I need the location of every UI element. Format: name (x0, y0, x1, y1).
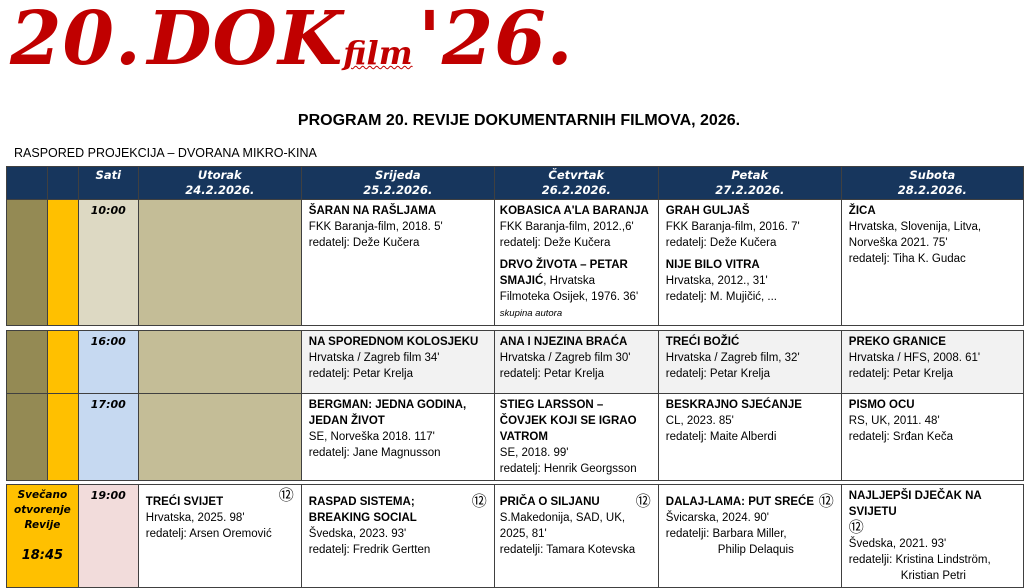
header-wednesday: Srijeda 25.2.2026. (300, 166, 495, 200)
screening-cell: NA SPOREDNOM KOLOSJEKU Hrvatska / Zagreb … (300, 330, 495, 394)
screening-cell: ANA I NJEZINA BRAĆA Hrvatska / Zagreb fil… (493, 330, 659, 394)
logo-film: film (343, 34, 413, 72)
screening-cell: ⑫ RASPAD SISTEMA; BREAKING SOCIAL Švedska,… (300, 484, 495, 588)
table-row: 10:00 ŠARAN NA RAŠLJAMA FKK Baranja-film,… (6, 199, 1024, 326)
table-row: 17:00 BERGMAN: JEDNA GODINA, JEDAN ŽIVOT… (6, 393, 1024, 481)
schedule-table: Sati Utorak 24.2.2026. Srijeda 25.2.2026. … (6, 166, 1024, 588)
screening-cell: ⑫ TREĆI SVIJET Hrvatska, 2025. 98' redatelj… (137, 484, 302, 588)
header-sati: Sati (77, 166, 139, 200)
screening-cell: ŽICA Hrvatska, Slovenija, Litva, Norveška… (840, 199, 1024, 326)
logo-year: '26. (418, 0, 574, 82)
time-slot: 17:00 (77, 393, 139, 481)
time-slot: 16:00 (77, 330, 139, 394)
logo-dok: DOK (147, 0, 344, 82)
table-row: Svečano otvorenje Revije 18:45 19:00 ⑫ TREĆI… (6, 484, 1024, 588)
logo-number: 20. (10, 0, 142, 82)
header-saturday: Subota 28.2.2026. (840, 166, 1024, 200)
screening-cell: ŠARAN NA RAŠLJAMA FKK Baranja-film, 2018.… (300, 199, 495, 326)
screening-cell: TREĆI BOŽIĆ Hrvatska / Zagreb film, 32' re… (657, 330, 842, 394)
screening-cell: GRAH GULJAŠ FKK Baranja-film, 2016. 7' red… (657, 199, 842, 326)
time-slot: 10:00 (77, 199, 139, 326)
header-friday: Petak 27.2.2026. (657, 166, 842, 200)
page-title: PROGRAM 20. REVIJE DOKUMENTARNIH FILMOVA… (297, 112, 741, 129)
header-tuesday: Utorak 24.2.2026. (137, 166, 302, 200)
screening-cell: PREKO GRANICE Hrvatska / HFS, 2008. 61' re… (840, 330, 1024, 394)
screening-cell: PISMO OCU RS, UK, 2011. 48' redatelj: Srđa… (840, 393, 1024, 481)
header-thursday: Četvrtak 26.2.2026. (493, 166, 659, 200)
header-row: Sati Utorak 24.2.2026. Srijeda 25.2.2026. … (6, 166, 1024, 200)
age-rating-12-icon: ⑫ (635, 493, 651, 510)
venue-label: RASPORED PROJEKCIJA – DVORANA MIKRO-KINA (14, 146, 317, 160)
table-row: 16:00 NA SPOREDNOM KOLOSJEKU Hrvatska / Z… (6, 330, 1024, 394)
age-rating-12-icon: ⑫ (818, 493, 834, 510)
festival-logo: 20. DOKfilm '26. (10, 0, 574, 82)
age-rating-12-icon: ⑫ (471, 493, 487, 510)
age-rating-12-icon: ⑫ (848, 519, 864, 536)
screening-cell: BESKRAJNO SJEĆANJE CL, 2023. 85' redatelj:… (657, 393, 842, 481)
screening-cell: ⑫ DALAJ-LAMA: PUT SREĆE Švicarska, 2024. 9… (657, 484, 842, 588)
screening-cell: KOBASICA A'LA BARANJA FKK Baranja-film, 2… (493, 199, 659, 326)
age-rating-12-icon: ⑫ (278, 487, 294, 504)
screening-cell: NAJLJEPŠI DJEČAK NA SVIJETU ⑫ Švedska, 202… (840, 484, 1024, 588)
screening-cell: STIEG LARSSON – ČOVJEK KOJI SE IGRAO VAT… (493, 393, 659, 481)
screening-cell: ⑫ PRIČA O SILJANU S.Makedonija, SAD, UK, 2… (493, 484, 659, 588)
time-slot: 19:00 (77, 484, 139, 588)
opening-ceremony: Svečano otvorenje Revije 18:45 (6, 484, 79, 588)
screening-cell: BERGMAN: JEDNA GODINA, JEDAN ŽIVOT SE, No… (300, 393, 495, 481)
